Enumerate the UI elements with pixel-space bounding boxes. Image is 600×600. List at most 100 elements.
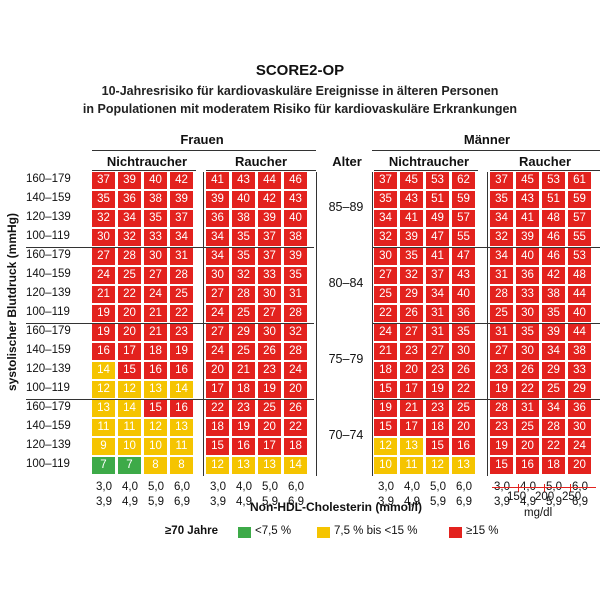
cholesterol-label-top: 4,0 xyxy=(122,481,138,493)
cholesterol-label-top: 6,0 xyxy=(288,481,304,493)
subtitle-line-2: in Populationen mit moderatem Risiko für… xyxy=(82,102,518,116)
risk-cell: 32 xyxy=(400,267,423,284)
mgdl-label-200: 200 xyxy=(535,491,555,503)
risk-cell: 35 xyxy=(542,305,565,322)
risk-cell: 20 xyxy=(284,381,307,398)
risk-cell: 16 xyxy=(452,438,475,455)
risk-cell: 33 xyxy=(144,229,167,246)
risk-cell: 37 xyxy=(490,172,513,189)
risk-cell: 19 xyxy=(92,324,115,341)
risk-cell: 26 xyxy=(452,362,475,379)
risk-cell: 34 xyxy=(170,229,193,246)
risk-cell: 20 xyxy=(568,457,591,474)
risk-cell: 34 xyxy=(490,210,513,227)
risk-cell: 27 xyxy=(92,248,115,265)
risk-cell: 18 xyxy=(374,362,397,379)
risk-cell: 34 xyxy=(206,248,229,265)
risk-cell: 21 xyxy=(232,362,255,379)
risk-cell: 55 xyxy=(568,229,591,246)
risk-cell: 25 xyxy=(118,267,141,284)
risk-cell: 25 xyxy=(258,400,281,417)
risk-cell: 34 xyxy=(118,210,141,227)
risk-cell: 59 xyxy=(452,191,475,208)
risk-cell: 27 xyxy=(206,286,229,303)
risk-cell: 8 xyxy=(170,457,193,474)
risk-cell: 13 xyxy=(170,419,193,436)
risk-cell: 11 xyxy=(400,457,423,474)
risk-cell: 28 xyxy=(490,400,513,417)
cholesterol-label-top: 3,0 xyxy=(96,481,112,493)
cholesterol-label-bottom: 5,9 xyxy=(148,496,164,508)
risk-cell: 15 xyxy=(144,400,167,417)
risk-cell: 36 xyxy=(568,400,591,417)
risk-cell: 24 xyxy=(206,343,229,360)
risk-cell: 48 xyxy=(568,267,591,284)
mgdl-label-150: 150 xyxy=(507,491,527,503)
risk-cell: 21 xyxy=(92,286,115,303)
risk-cell: 27 xyxy=(400,324,423,341)
risk-cell: 24 xyxy=(92,267,115,284)
risk-cell: 7 xyxy=(118,457,141,474)
risk-cell: 18 xyxy=(144,343,167,360)
risk-cell: 14 xyxy=(118,400,141,417)
risk-cell: 11 xyxy=(118,419,141,436)
risk-cell: 45 xyxy=(516,172,539,189)
risk-cell: 20 xyxy=(258,419,281,436)
age-block-separator xyxy=(372,247,600,248)
risk-cell: 12 xyxy=(144,419,167,436)
risk-cell: 43 xyxy=(284,191,307,208)
bp-row-label: 160–179 xyxy=(26,173,71,185)
age-block-separator xyxy=(26,247,314,248)
women-header: Frauen xyxy=(180,132,224,147)
cholesterol-label-top: 6,0 xyxy=(174,481,190,493)
risk-cell: 18 xyxy=(232,381,255,398)
risk-cell: 34 xyxy=(542,400,565,417)
y-axis-label: systolischer Blutdruck (mmHg) xyxy=(5,212,19,392)
risk-cell: 12 xyxy=(374,438,397,455)
risk-cell: 30 xyxy=(374,248,397,265)
risk-cell: 44 xyxy=(258,172,281,189)
cholesterol-label-top: 3,0 xyxy=(210,481,226,493)
age-header: Alter xyxy=(332,154,362,169)
risk-cell: 53 xyxy=(426,172,449,189)
risk-cell: 35 xyxy=(232,229,255,246)
risk-cell: 20 xyxy=(516,438,539,455)
risk-cell: 23 xyxy=(232,400,255,417)
risk-cell: 29 xyxy=(232,324,255,341)
risk-cell: 31 xyxy=(426,305,449,322)
women-nonsmoker-rule xyxy=(92,170,196,171)
risk-cell: 17 xyxy=(400,381,423,398)
risk-cell: 28 xyxy=(284,343,307,360)
age-group-label: 85–89 xyxy=(328,200,364,214)
legend-age-note: ≥70 Jahre xyxy=(165,525,218,537)
age-group-label: 80–84 xyxy=(328,276,364,290)
risk-cell: 27 xyxy=(426,343,449,360)
risk-cell: 22 xyxy=(374,305,397,322)
risk-cell: 13 xyxy=(452,457,475,474)
risk-cell: 30 xyxy=(568,419,591,436)
risk-cell: 40 xyxy=(284,210,307,227)
risk-cell: 47 xyxy=(426,229,449,246)
risk-cell: 23 xyxy=(490,419,513,436)
risk-cell: 30 xyxy=(452,343,475,360)
risk-cell: 35 xyxy=(516,324,539,341)
cholesterol-label-bottom: 4,9 xyxy=(122,496,138,508)
risk-cell: 25 xyxy=(232,305,255,322)
risk-cell: 40 xyxy=(144,172,167,189)
risk-cell: 8 xyxy=(144,457,167,474)
risk-cell: 39 xyxy=(170,191,193,208)
cholesterol-label-bottom: 6,9 xyxy=(572,496,588,508)
risk-cell: 40 xyxy=(232,191,255,208)
risk-cell: 17 xyxy=(400,419,423,436)
risk-cell: 10 xyxy=(144,438,167,455)
risk-cell: 24 xyxy=(568,438,591,455)
age-group-label: 75–79 xyxy=(328,352,364,366)
risk-cell: 27 xyxy=(206,324,229,341)
risk-cell: 42 xyxy=(258,191,281,208)
risk-cell: 7 xyxy=(92,457,115,474)
risk-cell: 18 xyxy=(426,419,449,436)
risk-cell: 37 xyxy=(92,172,115,189)
risk-cell: 15 xyxy=(374,419,397,436)
risk-cell: 41 xyxy=(400,210,423,227)
risk-cell: 16 xyxy=(516,457,539,474)
